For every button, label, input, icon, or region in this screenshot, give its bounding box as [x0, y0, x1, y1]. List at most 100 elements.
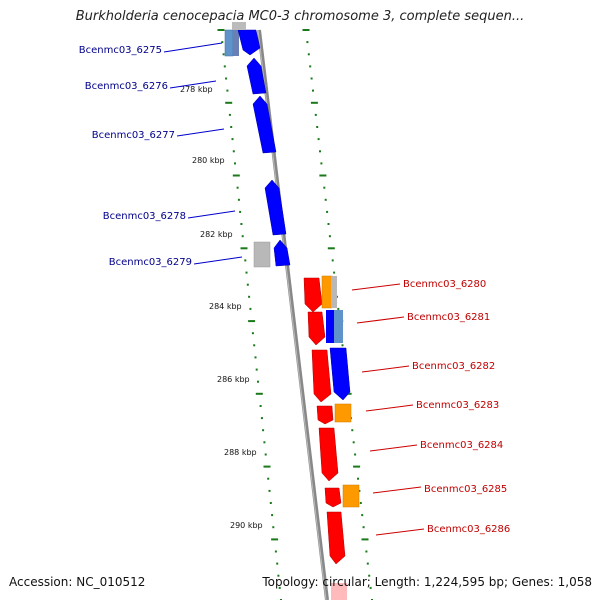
tick-dot: [316, 126, 319, 128]
right-gene-labels: Bcenmc03_6280 Bcenmc03_6281 Bcenmc03_628…: [351, 279, 510, 536]
tick-dot: [239, 210, 242, 213]
gene-block-6275-c[interactable]: [232, 22, 246, 30]
leader-line: [163, 42, 223, 53]
leader-line: [356, 316, 405, 324]
tick-dot: [225, 101, 233, 104]
tick-dot: [269, 502, 272, 504]
tick-dot: [314, 113, 317, 116]
accession-label: Accession: NC_010512: [9, 575, 146, 589]
gene-block-6275-b[interactable]: [233, 30, 239, 56]
tick-dot: [312, 89, 314, 92]
gene-arrow-6276[interactable]: [246, 57, 267, 95]
gene-label-right[interactable]: Bcenmc03_6285: [424, 484, 507, 495]
gene-block-6280-grey[interactable]: [331, 276, 337, 308]
tick-dot: [230, 126, 233, 128]
gene-arrow-6286[interactable]: [326, 511, 346, 565]
tick-dot: [253, 344, 256, 347]
tick-dot: [357, 477, 359, 480]
tick-dot: [248, 320, 256, 323]
tick-dot: [225, 77, 228, 80]
gene-label-right[interactable]: Bcenmc03_6283: [416, 400, 499, 411]
tick-dot: [319, 174, 327, 177]
gene-arrow-6279[interactable]: [273, 239, 291, 267]
tick-dot: [361, 514, 364, 517]
tick-dot: [268, 489, 271, 492]
gene-blocks: [224, 22, 360, 600]
leader-line: [187, 210, 236, 219]
gene-label-left[interactable]: Bcenmc03_6277: [92, 130, 175, 141]
tick-dot: [254, 356, 257, 359]
tick-dot: [272, 526, 275, 529]
gene-block-6281-blue[interactable]: [326, 310, 335, 343]
gene-arrow-6281[interactable]: [307, 311, 326, 346]
gene-arrow-6282-b[interactable]: [329, 347, 351, 401]
tick-dot: [327, 223, 330, 225]
tick-dot: [319, 150, 321, 153]
gene-label-right[interactable]: Bcenmc03_6286: [427, 524, 510, 535]
gene-label-right[interactable]: Bcenmc03_6282: [412, 361, 495, 372]
tick-dot: [222, 53, 225, 56]
tick-dot: [361, 538, 369, 541]
tick-dot: [337, 307, 340, 310]
gene-arrow-6278[interactable]: [264, 179, 287, 236]
gene-block-6283-orange[interactable]: [334, 403, 352, 423]
leader-line: [361, 365, 410, 373]
tick-dot: [244, 259, 247, 262]
gene-label-left[interactable]: Bcenmc03_6275: [79, 45, 162, 56]
tick-dot: [236, 186, 239, 189]
tick-dot: [248, 295, 251, 298]
gene-block-next[interactable]: [331, 583, 347, 600]
gene-block-6275-a[interactable]: [224, 29, 234, 57]
tick-dot: [260, 417, 263, 420]
tick-dot: [359, 502, 362, 504]
gene-arrow-6285[interactable]: [324, 487, 342, 508]
tick-dot: [306, 41, 309, 44]
map-title: Burkholderia cenocepacia MC0-3 chromosom…: [75, 9, 525, 24]
tick-dot: [362, 526, 365, 529]
tick-dot: [217, 29, 225, 31]
tick-labels: 278 kbp 280 kbp 282 kbp 284 kbp 286 kbp …: [180, 85, 263, 530]
gene-block-6281-steel[interactable]: [334, 310, 343, 343]
tick-dot: [221, 41, 224, 44]
tick-dot: [255, 368, 258, 371]
tick-dot: [278, 586, 281, 589]
tick-dot: [271, 514, 274, 517]
gene-arrow-6282[interactable]: [311, 349, 332, 403]
gene-arrow-6284[interactable]: [318, 427, 339, 482]
gene-label-left[interactable]: Bcenmc03_6278: [103, 211, 186, 222]
gene-label-right[interactable]: Bcenmc03_6284: [420, 440, 503, 451]
gene-block-6279-grey[interactable]: [253, 241, 271, 268]
gene-label-left[interactable]: Bcenmc03_6276: [85, 81, 168, 92]
gene-arrow-6277[interactable]: [252, 95, 277, 154]
gene-block-6285-orange[interactable]: [342, 484, 360, 508]
tick-dot: [234, 162, 236, 165]
gene-label-right[interactable]: Bcenmc03_6280: [403, 279, 486, 290]
tick-dot: [259, 405, 262, 407]
gene-arrow-6280[interactable]: [303, 277, 323, 313]
gene-arrow-6275[interactable]: [237, 29, 261, 56]
tick-dot: [226, 89, 229, 92]
leader-line: [176, 128, 225, 137]
tick-dot: [331, 259, 334, 262]
leader-line: [369, 444, 418, 452]
tick-label: 280 kbp: [192, 156, 225, 165]
tick-label: 282 kbp: [200, 230, 233, 239]
tick-label: 284 kbp: [209, 302, 242, 311]
tick-dot: [352, 441, 355, 444]
gene-arrow-6283[interactable]: [316, 405, 334, 425]
tick-dot: [310, 101, 318, 104]
topology-label: Topology: circular; Length: 1,224,595 bp…: [262, 575, 592, 589]
gene-block-6280-orange[interactable]: [321, 275, 333, 309]
tick-dot: [351, 429, 354, 432]
tick-dot: [320, 162, 323, 165]
tick-label: 286 kbp: [217, 375, 250, 384]
tick-dot: [366, 562, 369, 565]
gene-label-left[interactable]: Bcenmc03_6279: [109, 257, 192, 268]
gene-label-right[interactable]: Bcenmc03_6281: [407, 312, 490, 323]
tick-dot: [354, 453, 357, 456]
leader-line: [372, 486, 422, 494]
leader-line: [193, 256, 243, 265]
tick-dot: [240, 247, 248, 250]
tick-dot: [267, 477, 270, 480]
